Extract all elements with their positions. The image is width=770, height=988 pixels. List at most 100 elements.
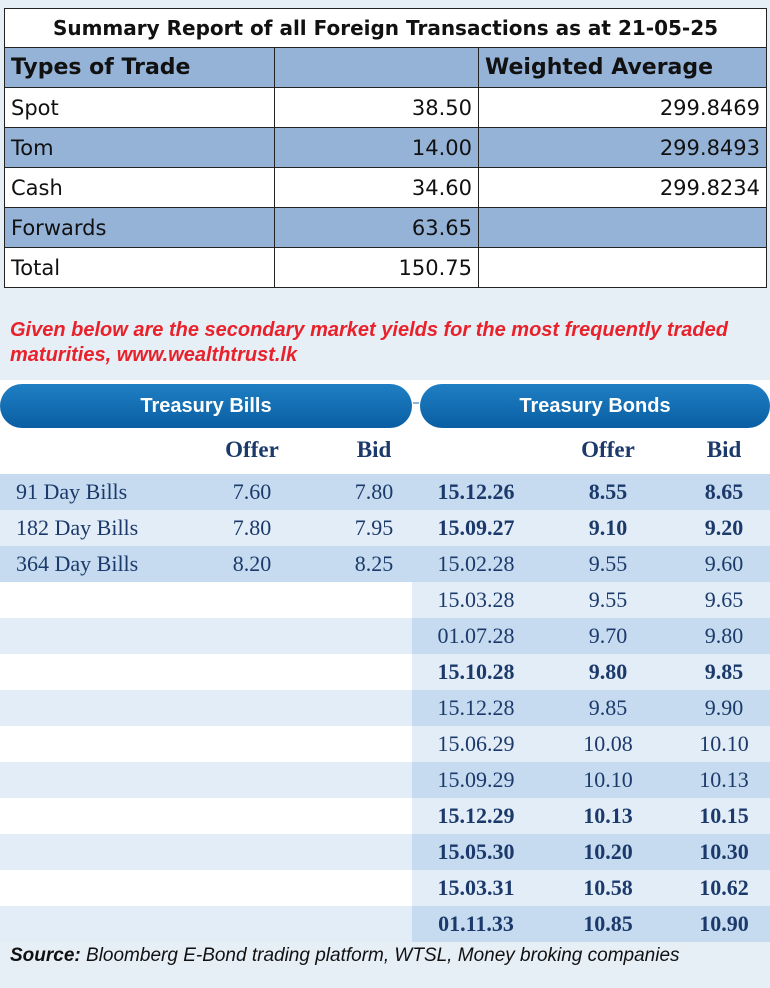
row-band [0, 726, 412, 762]
table-row: 15.05.30 10.20 10.30 [0, 834, 770, 870]
secondary-market-yields-panel: Treasury Bills Treasury Bonds Offer Bid … [0, 380, 770, 942]
source-label: Source: [10, 945, 81, 966]
row-band [0, 618, 412, 654]
table-row: 15.06.29 10.08 10.10 [0, 726, 770, 762]
bond-maturity: 01.11.33 [438, 911, 514, 936]
row-band [0, 654, 412, 690]
table-row: Spot 38.50 299.8469 [4, 87, 768, 128]
trade-amount: 14.00 [274, 127, 479, 168]
row-band [0, 474, 412, 510]
title-divider [413, 402, 419, 404]
header-amount [274, 47, 479, 88]
summary-title: Summary Report of all Foreign Transactio… [3, 8, 768, 48]
row-band [0, 870, 412, 906]
trade-type: Total [4, 247, 275, 288]
bond-offer: 8.55 [588, 479, 628, 504]
bond-bid: 9.65 [704, 587, 744, 612]
bond-offer: 10.10 [583, 767, 633, 792]
table-row: 182 Day Bills 7.80 7.95 15.09.27 9.10 9.20 [0, 510, 770, 546]
bill-name: 182 Day Bills [16, 515, 139, 540]
trade-type: Forwards [4, 207, 275, 248]
bill-bid: 7.80 [354, 479, 394, 504]
bond-offer: 10.58 [583, 875, 633, 900]
bond-offer: 10.85 [583, 911, 633, 936]
bond-bid: 8.65 [704, 479, 744, 504]
table-row: 91 Day Bills 7.60 7.80 15.12.26 8.55 8.65 [0, 474, 770, 510]
table-row: 15.10.28 9.80 9.85 [0, 654, 770, 690]
table-row: 15.03.31 10.58 10.62 [0, 870, 770, 906]
bill-name: 364 Day Bills [16, 551, 139, 576]
table-row: 15.09.29 10.10 10.13 [0, 762, 770, 798]
table-row: 01.07.28 9.70 9.80 [0, 618, 770, 654]
bond-maturity: 15.06.29 [437, 731, 515, 756]
bond-offer: 9.85 [588, 695, 628, 720]
bill-offer: 7.80 [232, 515, 272, 540]
table-row: Total 150.75 [4, 247, 768, 288]
bond-offer: 9.80 [588, 659, 628, 684]
row-band [412, 870, 770, 906]
row-band [0, 762, 412, 798]
bonds-offer-header: Offer [581, 437, 635, 462]
trade-weighted-average: 299.8493 [477, 127, 768, 168]
row-band [412, 726, 770, 762]
bill-offer: 7.60 [232, 479, 272, 504]
trade-amount: 63.65 [274, 207, 479, 248]
bond-bid: 10.13 [699, 767, 749, 792]
row-band [412, 618, 770, 654]
bond-maturity: 01.07.28 [437, 623, 515, 648]
bond-bid: 9.60 [704, 551, 744, 576]
trade-amount: 38.50 [274, 87, 479, 128]
bond-bid: 10.15 [699, 803, 749, 828]
bond-maturity: 15.03.31 [437, 875, 515, 900]
row-band [412, 690, 770, 726]
table-row: Tom 14.00 299.8493 [4, 127, 768, 168]
bond-bid: 10.62 [699, 875, 749, 900]
trade-weighted-average: 299.8234 [477, 167, 768, 208]
bond-maturity: 15.05.30 [437, 839, 515, 864]
bond-maturity: 15.10.28 [437, 659, 515, 684]
bond-offer: 10.08 [583, 731, 633, 756]
table-row: Cash 34.60 299.8234 [4, 167, 768, 208]
summary-report: Summary Report of all Foreign Transactio… [3, 8, 768, 288]
bond-maturity: 15.12.29 [437, 803, 515, 828]
row-band [0, 834, 412, 870]
row-band [412, 582, 770, 618]
row-band [412, 834, 770, 870]
row-band [0, 906, 412, 942]
row-band [412, 798, 770, 834]
bond-maturity: 15.09.29 [437, 767, 515, 792]
bond-bid: 9.90 [704, 695, 744, 720]
trade-weighted-average: 299.8469 [477, 87, 768, 128]
bond-bid: 9.85 [704, 659, 744, 684]
bill-bid: 8.25 [354, 551, 394, 576]
summary-table: Summary Report of all Foreign Transactio… [3, 8, 768, 288]
row-band [0, 798, 412, 834]
row-band [0, 510, 412, 546]
bond-offer: 9.10 [588, 515, 628, 540]
bond-offer: 9.55 [588, 587, 628, 612]
bond-offer: 10.20 [583, 839, 633, 864]
bill-bid: 7.95 [354, 515, 394, 540]
row-band [412, 762, 770, 798]
table-row: 15.03.28 9.55 9.65 [0, 582, 770, 618]
bond-maturity: 15.09.27 [437, 515, 515, 540]
trade-type: Spot [4, 87, 275, 128]
bond-maturity: 15.12.28 [437, 695, 515, 720]
table-row: 01.11.33 10.85 10.90 [0, 906, 770, 942]
row-band [412, 906, 770, 942]
bond-bid: 10.30 [699, 839, 749, 864]
yields-header-row: Offer Bid Offer Bid [0, 432, 770, 468]
treasury-bonds-title: Treasury Bonds [420, 384, 770, 428]
bond-bid: 10.90 [699, 911, 749, 936]
bond-maturity: 15.02.28 [437, 551, 515, 576]
yields-intro-text: Given below are the secondary market yie… [10, 319, 728, 366]
bond-maturity: 15.12.26 [437, 479, 515, 504]
bills-offer-header: Offer [225, 437, 279, 462]
table-row: 15.12.29 10.13 10.15 [0, 798, 770, 834]
header-weighted-average: Weighted Average [477, 47, 768, 88]
bill-offer: 8.20 [232, 551, 272, 576]
row-band [412, 510, 770, 546]
table-row: 364 Day Bills 8.20 8.25 15.02.28 9.55 9.60 [0, 546, 770, 582]
bond-offer: 9.70 [588, 623, 628, 648]
trade-type: Tom [4, 127, 275, 168]
